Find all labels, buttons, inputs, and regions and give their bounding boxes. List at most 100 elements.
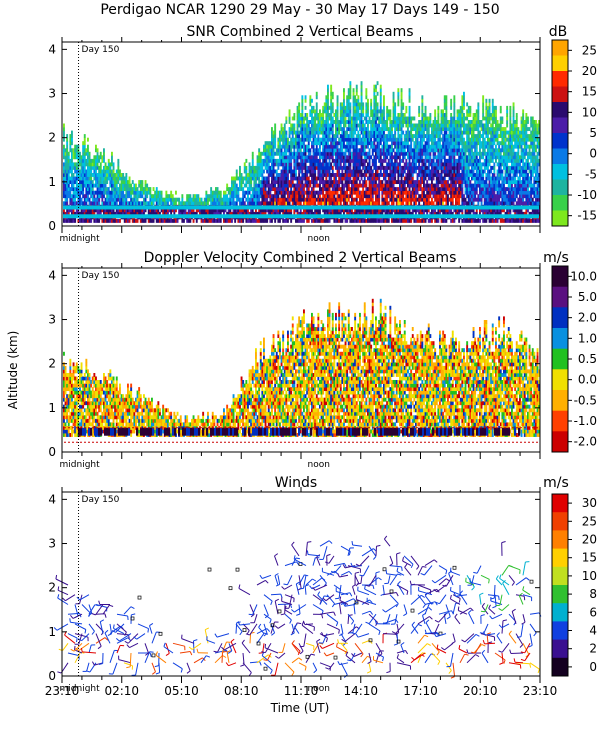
data-cell bbox=[119, 218, 121, 223]
data-cell bbox=[330, 109, 333, 114]
data-cell bbox=[71, 134, 73, 139]
data-cell bbox=[240, 176, 243, 181]
data-cell bbox=[271, 208, 273, 213]
data-cell bbox=[271, 127, 273, 132]
data-cell bbox=[312, 176, 315, 181]
data-cell bbox=[394, 208, 397, 213]
data-cell bbox=[299, 218, 302, 223]
data-cell bbox=[131, 197, 134, 202]
data-cell bbox=[279, 155, 281, 160]
data-cell bbox=[371, 180, 374, 185]
data-cell bbox=[351, 194, 353, 199]
data-cell bbox=[283, 211, 286, 216]
data-cell bbox=[187, 211, 190, 216]
data-cell bbox=[330, 116, 333, 121]
data-cell bbox=[135, 183, 137, 188]
data-cell bbox=[387, 162, 390, 167]
data-cell bbox=[352, 211, 355, 216]
data-cell bbox=[226, 183, 229, 188]
data-cell bbox=[339, 120, 342, 124]
data-cell bbox=[189, 218, 192, 223]
data-cell bbox=[320, 190, 323, 195]
data-cell bbox=[365, 151, 368, 156]
data-cell bbox=[335, 211, 337, 216]
data-cell bbox=[339, 218, 342, 223]
data-cell bbox=[394, 102, 397, 107]
data-cell bbox=[416, 190, 419, 195]
data-cell bbox=[256, 158, 259, 163]
data-cell bbox=[231, 176, 233, 181]
data-cell bbox=[384, 180, 387, 185]
data-cell bbox=[128, 211, 131, 216]
data-cell bbox=[445, 113, 448, 117]
data-cell bbox=[91, 208, 94, 213]
data-cell bbox=[282, 144, 285, 149]
data-cell bbox=[335, 123, 337, 128]
data-cell bbox=[283, 151, 286, 156]
data-cell bbox=[115, 218, 118, 223]
data-cell bbox=[359, 165, 361, 170]
data-cell bbox=[304, 183, 307, 188]
data-cell bbox=[325, 197, 328, 202]
data-cell bbox=[346, 137, 349, 142]
data-cell bbox=[445, 102, 448, 107]
data-cell bbox=[381, 162, 384, 167]
data-cell bbox=[119, 173, 121, 177]
data-cell bbox=[314, 165, 317, 170]
data-cell bbox=[395, 169, 398, 174]
data-cell bbox=[375, 148, 377, 153]
data-cell bbox=[127, 218, 129, 223]
data-cell bbox=[312, 162, 315, 167]
data-cell bbox=[274, 151, 277, 156]
data-cell bbox=[429, 155, 432, 160]
data-cell bbox=[215, 190, 217, 195]
data-cell bbox=[144, 180, 147, 185]
data-cell bbox=[359, 102, 361, 107]
data-cell bbox=[371, 169, 374, 174]
data-cell bbox=[311, 127, 313, 132]
data-cell bbox=[63, 183, 65, 188]
data-cell bbox=[392, 148, 395, 153]
data-cell bbox=[104, 165, 107, 170]
data-cell bbox=[141, 208, 144, 213]
data-cell bbox=[389, 183, 392, 188]
data-cell bbox=[160, 194, 163, 199]
data-cell bbox=[400, 183, 403, 188]
data-cell bbox=[370, 98, 373, 103]
data-cell bbox=[291, 173, 294, 177]
data-cell bbox=[186, 197, 189, 202]
data-cell bbox=[69, 165, 72, 170]
data-cell bbox=[218, 218, 221, 223]
data-cell bbox=[77, 158, 80, 163]
data-cell bbox=[263, 190, 265, 195]
data-cell bbox=[323, 211, 326, 216]
data-cell bbox=[347, 148, 350, 153]
data-cell bbox=[349, 162, 352, 167]
data-cell bbox=[416, 137, 419, 142]
data-cell bbox=[323, 201, 326, 206]
data-cell bbox=[183, 201, 185, 206]
data-cell bbox=[410, 134, 413, 139]
data-cell bbox=[272, 187, 275, 192]
data-cell bbox=[74, 165, 77, 170]
data-cell bbox=[458, 197, 461, 202]
data-cell bbox=[301, 134, 304, 139]
data-cell bbox=[274, 180, 277, 185]
data-cell bbox=[248, 173, 251, 177]
data-cell bbox=[282, 137, 285, 142]
data-cell bbox=[336, 208, 339, 213]
data-cell bbox=[283, 194, 286, 199]
data-cell bbox=[410, 218, 413, 223]
data-cell bbox=[245, 176, 248, 181]
data-cell bbox=[255, 180, 257, 185]
data-cell bbox=[191, 201, 193, 206]
data-cell bbox=[376, 102, 379, 107]
data-cell bbox=[120, 173, 123, 177]
data-cell bbox=[141, 187, 144, 192]
data-cell bbox=[392, 141, 395, 146]
data-cell bbox=[365, 113, 368, 117]
data-cell bbox=[250, 176, 253, 181]
data-cell bbox=[370, 173, 373, 177]
data-cell bbox=[379, 98, 382, 103]
data-cell bbox=[341, 113, 344, 117]
